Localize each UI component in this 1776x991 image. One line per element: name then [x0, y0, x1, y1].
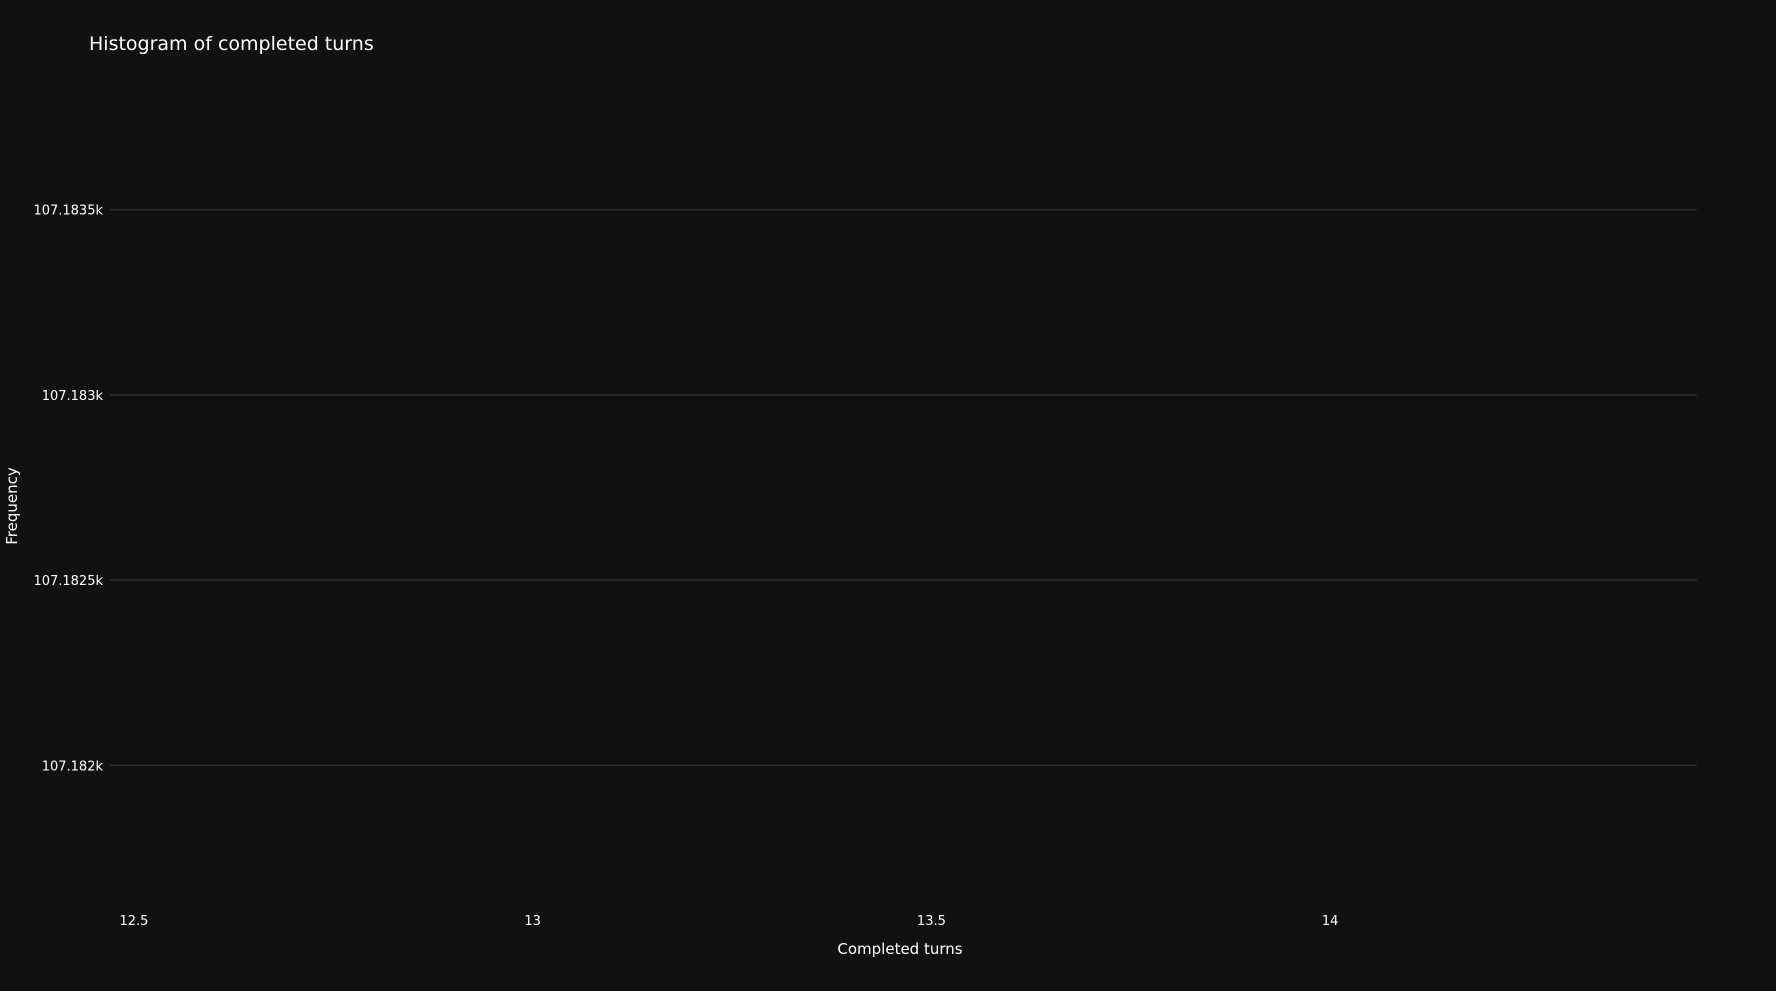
y-tick-label: 107.1825k — [33, 574, 103, 589]
x-tick-label: 13.5 — [917, 914, 946, 929]
x-axis-ticks: 12.5 13 13.5 14 — [119, 914, 1338, 929]
y-axis-title: Frequency — [3, 467, 21, 545]
x-axis-title: Completed turns — [837, 940, 962, 958]
y-gridlines — [110, 208, 1697, 767]
chart-title: Histogram of completed turns — [89, 33, 374, 55]
x-tick-label: 12.5 — [119, 914, 148, 929]
y-axis-ticks: 107.1835k 107.183k 107.1825k 107.182k — [33, 204, 103, 775]
y-tick-label: 107.182k — [42, 759, 104, 774]
y-tick-label: 107.183k — [42, 389, 104, 404]
x-tick-label: 14 — [1322, 914, 1339, 929]
x-tick-label: 13 — [524, 914, 541, 929]
y-tick-label: 107.1835k — [33, 204, 103, 219]
